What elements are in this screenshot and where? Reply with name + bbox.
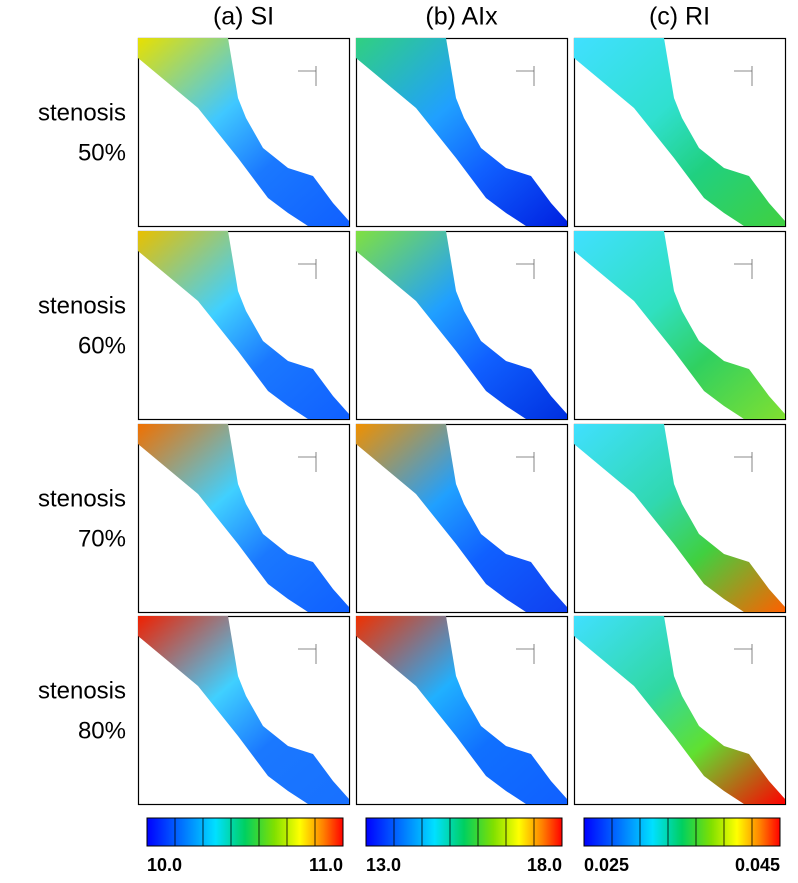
- axis-icon: [298, 66, 317, 86]
- column-header: (b) AIx: [425, 3, 498, 31]
- axis-icon: [298, 452, 317, 472]
- colorbar-max: 18.0: [527, 855, 562, 875]
- panel: [355, 615, 569, 806]
- row-label: 60%: [78, 332, 126, 359]
- axis-icon: [298, 644, 317, 664]
- panel: [137, 37, 351, 228]
- colorbar-min: 0.025: [584, 855, 629, 875]
- colorbar: [583, 817, 781, 847]
- colorbar-min: 10.0: [147, 855, 182, 875]
- column-header: (c) RI: [649, 3, 710, 31]
- colorbar-min: 13.0: [366, 855, 401, 875]
- axis-icon: [298, 259, 317, 279]
- axis-icon: [516, 452, 535, 472]
- row-label: stenosis: [38, 292, 126, 319]
- panel: [355, 423, 569, 614]
- row-label: 50%: [78, 139, 126, 166]
- vessel: [574, 231, 785, 419]
- vessel: [138, 424, 349, 612]
- colorbar: [146, 817, 344, 847]
- row-label: stenosis: [38, 99, 126, 126]
- colorbar: [365, 817, 563, 847]
- vessel: [138, 616, 349, 804]
- axis-icon: [516, 66, 535, 86]
- column-header: (a) SI: [213, 3, 274, 31]
- panel: [137, 230, 351, 421]
- panel: [355, 37, 569, 228]
- axis-icon: [734, 452, 753, 472]
- panel: [573, 615, 787, 806]
- panel: [573, 37, 787, 228]
- axis-icon: [516, 259, 535, 279]
- vessel: [574, 38, 785, 226]
- row-label: stenosis: [38, 485, 126, 512]
- panel: [573, 230, 787, 421]
- vessel: [574, 616, 785, 804]
- axis-icon: [734, 259, 753, 279]
- panel: [137, 423, 351, 614]
- vessel: [356, 616, 567, 804]
- panel: [137, 615, 351, 806]
- vessel: [356, 231, 567, 419]
- panel: [573, 423, 787, 614]
- vessel: [356, 38, 567, 226]
- vessel: [138, 231, 349, 419]
- axis-icon: [734, 644, 753, 664]
- panel: [355, 230, 569, 421]
- row-label: stenosis: [38, 677, 126, 704]
- axis-icon: [516, 644, 535, 664]
- axis-icon: [734, 66, 753, 86]
- colorbar-max: 0.045: [735, 855, 780, 875]
- vessel: [356, 424, 567, 612]
- vessel: [138, 38, 349, 226]
- colorbar-max: 11.0: [309, 855, 343, 875]
- row-label: 70%: [78, 525, 126, 552]
- vessel: [574, 424, 785, 612]
- row-label: 80%: [78, 717, 126, 744]
